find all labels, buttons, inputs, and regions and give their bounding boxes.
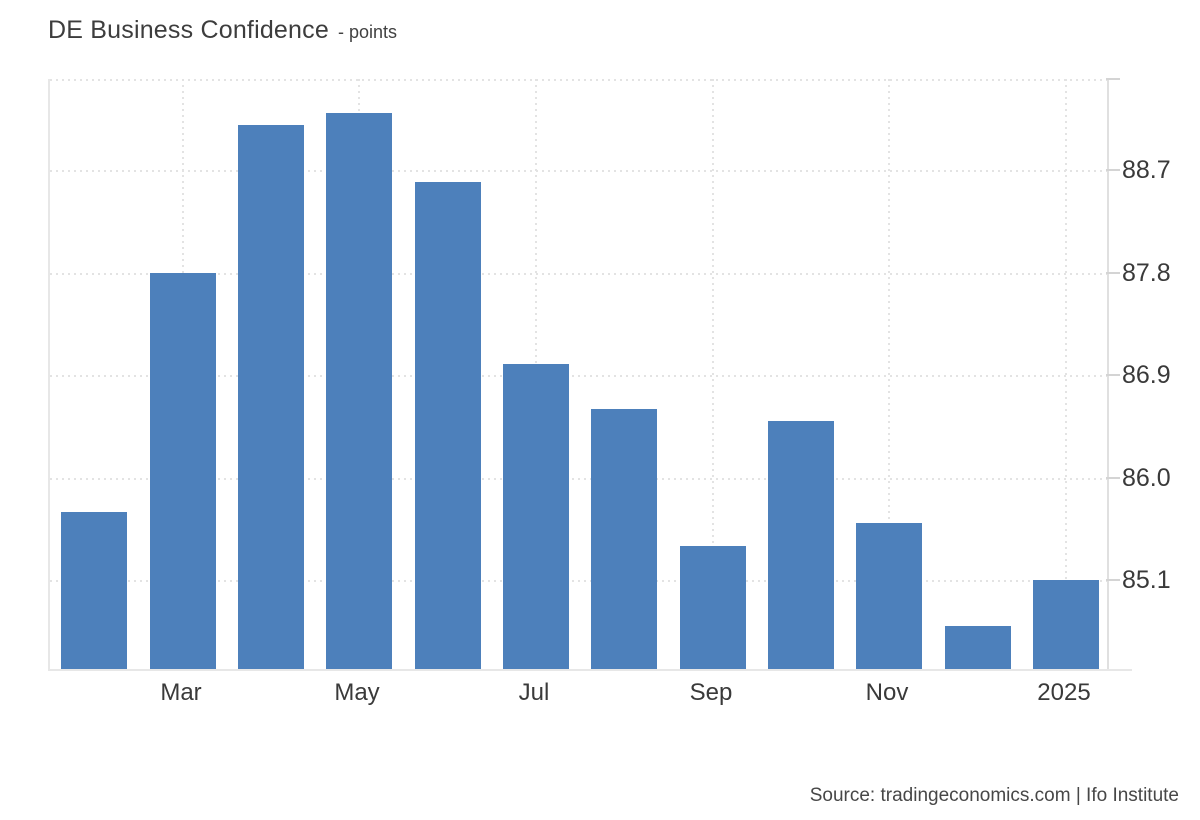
bar[interactable]	[415, 182, 481, 669]
y-axis-label: 85.1	[1122, 566, 1171, 594]
y-axis-label: 88.7	[1122, 156, 1171, 184]
bar[interactable]	[150, 273, 216, 669]
h-gridline	[50, 580, 1110, 582]
bar[interactable]	[326, 113, 392, 669]
x-axis-label: 2025	[1037, 679, 1091, 706]
bar[interactable]	[768, 421, 834, 669]
chart-subtitle: - points	[337, 22, 397, 42]
x-axis-line	[48, 669, 1132, 671]
h-gridline	[50, 273, 1110, 275]
source-attribution: Source: tradingeconomics.com | Ifo Insti…	[809, 785, 1179, 806]
plot-area	[48, 79, 1110, 669]
y-axis-tick	[1106, 374, 1120, 376]
h-gridline	[50, 478, 1110, 480]
y-axis-label: 86.9	[1122, 361, 1171, 389]
x-axis-label: Nov	[865, 679, 909, 706]
bar[interactable]	[503, 364, 569, 669]
x-axis-label: Mar	[160, 679, 202, 706]
bar[interactable]	[591, 409, 657, 669]
h-gridline	[50, 170, 1110, 172]
v-gridline	[1065, 79, 1067, 669]
bar[interactable]	[61, 512, 127, 669]
x-axis-label: Sep	[689, 679, 733, 706]
chart-title: DE Business Confidence	[48, 16, 329, 44]
bar[interactable]	[1033, 580, 1099, 669]
y-axis-tick	[1106, 477, 1120, 479]
chart-header: DE Business Confidence - points	[48, 16, 397, 45]
y-axis-tick	[1106, 579, 1120, 581]
bar[interactable]	[856, 523, 922, 669]
h-gridline	[50, 375, 1110, 377]
x-axis-label: May	[334, 679, 380, 706]
y-axis-tick	[1106, 78, 1120, 80]
y-axis-label: 86.0	[1122, 464, 1171, 492]
v-gridline	[712, 79, 714, 669]
v-gridline	[888, 79, 890, 669]
y-axis-label: 87.8	[1122, 259, 1171, 287]
bar[interactable]	[945, 626, 1011, 669]
h-gridline	[50, 79, 1110, 81]
y-axis-tick	[1106, 272, 1120, 274]
y-axis-tick	[1106, 169, 1120, 171]
bar[interactable]	[238, 125, 304, 669]
bar[interactable]	[680, 546, 746, 669]
x-axis-label: Jul	[518, 679, 550, 706]
